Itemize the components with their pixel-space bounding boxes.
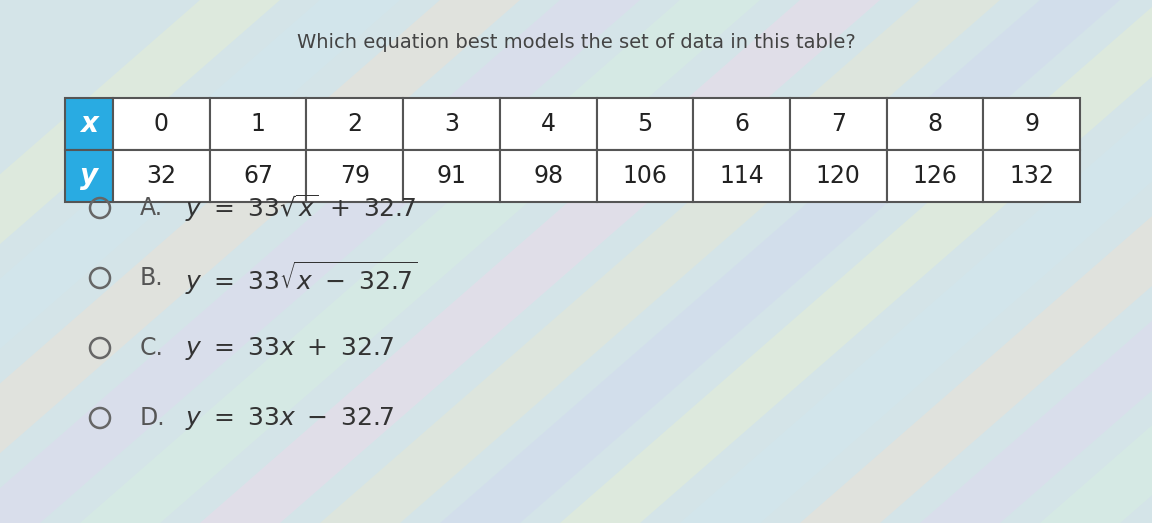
- Polygon shape: [0, 0, 520, 523]
- Text: x: x: [79, 110, 98, 138]
- Text: 132: 132: [1009, 164, 1054, 188]
- FancyBboxPatch shape: [500, 150, 597, 202]
- FancyBboxPatch shape: [210, 98, 306, 150]
- Text: 0: 0: [154, 112, 169, 136]
- Text: 2: 2: [347, 112, 362, 136]
- Text: 7: 7: [831, 112, 846, 136]
- FancyBboxPatch shape: [887, 150, 984, 202]
- Text: 5: 5: [637, 112, 652, 136]
- Text: Which equation best models the set of data in this table?: Which equation best models the set of da…: [296, 33, 856, 52]
- Text: B.: B.: [141, 266, 164, 290]
- Text: 6: 6: [734, 112, 749, 136]
- FancyBboxPatch shape: [65, 150, 113, 202]
- Text: 3: 3: [444, 112, 458, 136]
- FancyBboxPatch shape: [790, 98, 887, 150]
- FancyBboxPatch shape: [403, 150, 500, 202]
- Polygon shape: [320, 0, 1000, 523]
- FancyBboxPatch shape: [113, 150, 210, 202]
- Text: $y\ =\ 33x\ +\ 32.7$: $y\ =\ 33x\ +\ 32.7$: [185, 335, 394, 361]
- Text: A.: A.: [141, 196, 164, 220]
- FancyBboxPatch shape: [403, 98, 500, 150]
- Polygon shape: [680, 0, 1152, 523]
- Text: 32: 32: [146, 164, 176, 188]
- Text: 106: 106: [622, 164, 667, 188]
- Text: 120: 120: [816, 164, 861, 188]
- Polygon shape: [79, 0, 760, 523]
- Text: 79: 79: [340, 164, 370, 188]
- Text: 126: 126: [912, 164, 957, 188]
- FancyBboxPatch shape: [113, 98, 210, 150]
- Polygon shape: [0, 0, 280, 523]
- FancyBboxPatch shape: [597, 98, 694, 150]
- Text: 8: 8: [927, 112, 942, 136]
- Text: y: y: [79, 162, 98, 190]
- Polygon shape: [200, 0, 880, 523]
- Polygon shape: [0, 0, 400, 523]
- FancyBboxPatch shape: [500, 98, 597, 150]
- Text: 9: 9: [1024, 112, 1039, 136]
- Text: 67: 67: [243, 164, 273, 188]
- FancyBboxPatch shape: [306, 98, 403, 150]
- Text: C.: C.: [141, 336, 164, 360]
- FancyBboxPatch shape: [984, 98, 1081, 150]
- Polygon shape: [920, 0, 1152, 523]
- Text: D.: D.: [141, 406, 166, 430]
- Polygon shape: [799, 0, 1152, 523]
- Text: 114: 114: [719, 164, 764, 188]
- Text: 4: 4: [540, 112, 555, 136]
- Text: $y\ =\ 33\sqrt{x}\ +\ 32.7$: $y\ =\ 33\sqrt{x}\ +\ 32.7$: [185, 192, 417, 224]
- FancyBboxPatch shape: [887, 98, 984, 150]
- FancyBboxPatch shape: [306, 150, 403, 202]
- Text: $y\ =\ 33\sqrt{x\ -\ 32.7}$: $y\ =\ 33\sqrt{x\ -\ 32.7}$: [185, 259, 417, 297]
- FancyBboxPatch shape: [694, 98, 790, 150]
- Text: 98: 98: [533, 164, 563, 188]
- Polygon shape: [560, 0, 1152, 523]
- Text: 1: 1: [251, 112, 265, 136]
- FancyBboxPatch shape: [984, 150, 1081, 202]
- Text: $y\ =\ 33x\ -\ 32.7$: $y\ =\ 33x\ -\ 32.7$: [185, 404, 394, 431]
- FancyBboxPatch shape: [694, 150, 790, 202]
- Polygon shape: [440, 0, 1120, 523]
- FancyBboxPatch shape: [65, 98, 113, 150]
- FancyBboxPatch shape: [790, 150, 887, 202]
- Polygon shape: [1040, 0, 1152, 523]
- FancyBboxPatch shape: [210, 150, 306, 202]
- Text: 91: 91: [437, 164, 467, 188]
- Polygon shape: [0, 0, 641, 523]
- FancyBboxPatch shape: [597, 150, 694, 202]
